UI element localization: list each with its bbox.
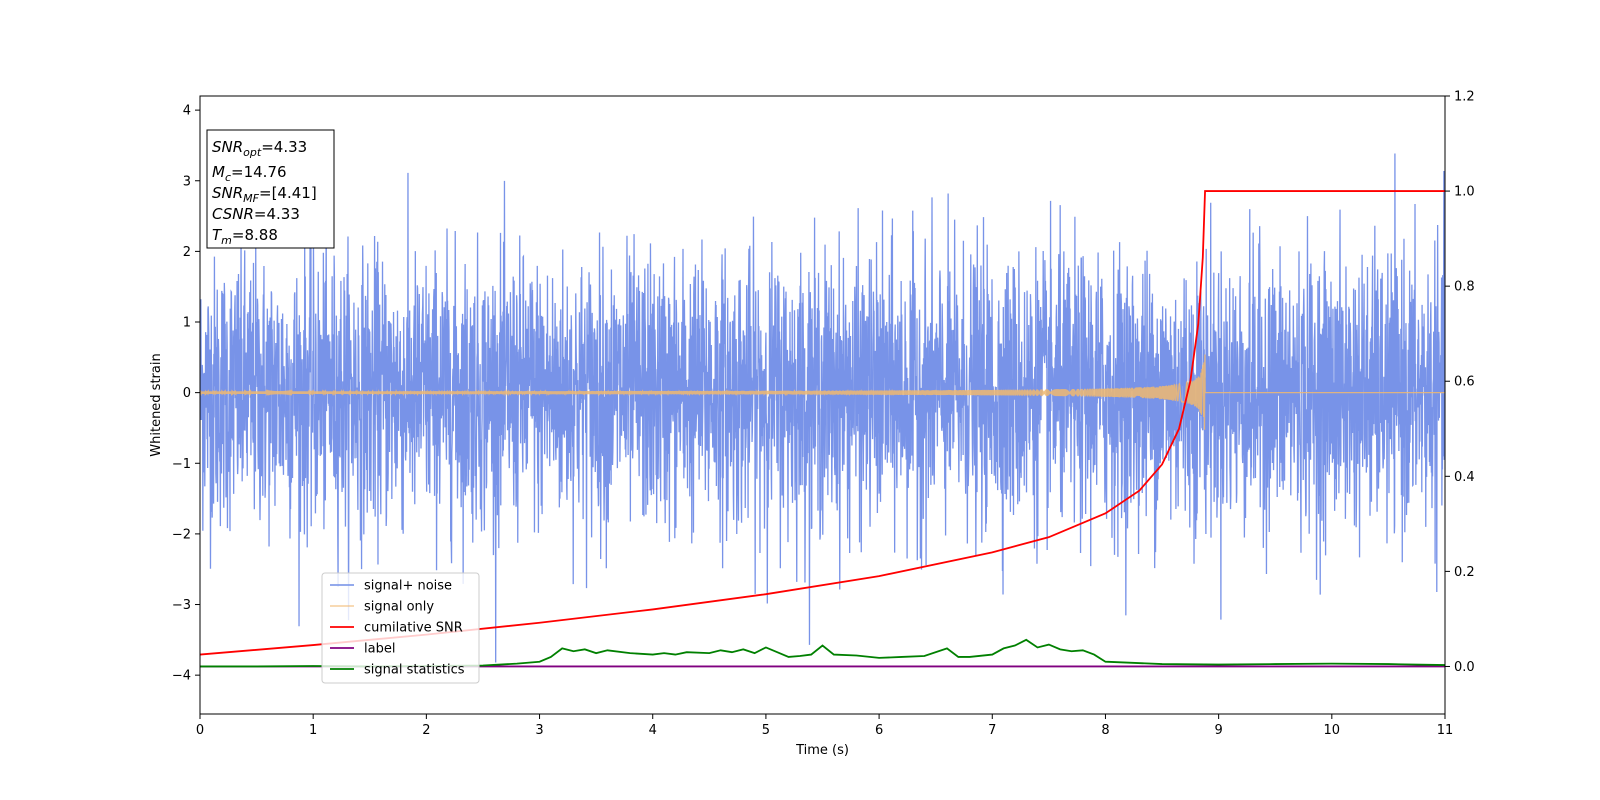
y-tick-label: 0 bbox=[183, 386, 191, 401]
y2-tick-label: 0.4 bbox=[1454, 470, 1475, 485]
y2-tick-label: 1.0 bbox=[1454, 185, 1475, 200]
info-sub: opt bbox=[243, 146, 262, 159]
info-value: =14.76 bbox=[231, 163, 287, 181]
x-tick-label: 4 bbox=[649, 723, 657, 738]
x-tick-label: 1 bbox=[309, 723, 317, 738]
y2-tick-label: 1.2 bbox=[1454, 90, 1475, 105]
info-value: =8.88 bbox=[232, 226, 278, 244]
info-base: SNR bbox=[212, 184, 243, 202]
info-base: SNR bbox=[212, 138, 243, 156]
legend-label: signal statistics bbox=[364, 663, 465, 678]
info-box-line: Tm=8.88 bbox=[212, 226, 278, 247]
y-axis-right: 1.2 1.0 0.8 0.6 0.4 0.2 0.0 bbox=[1445, 90, 1475, 675]
series-signal-only bbox=[200, 354, 1445, 430]
info-box-line: SNRMF=[4.41] bbox=[212, 184, 317, 205]
x-tick-label: 2 bbox=[422, 723, 430, 738]
y-tick-label: 4 bbox=[183, 104, 191, 119]
series-cumulative-snr bbox=[200, 190, 1445, 656]
x-axis: 0 1 2 3 4 5 6 7 8 9 10 11 bbox=[196, 714, 1453, 738]
y-axis-label: Whitened strain bbox=[149, 353, 164, 456]
y-tick-label: −4 bbox=[172, 669, 191, 684]
x-tick-label: 5 bbox=[762, 723, 770, 738]
info-box-line: CSNR=4.33 bbox=[212, 205, 300, 223]
y2-tick-label: 0.2 bbox=[1454, 565, 1475, 580]
series-signal-statistics bbox=[200, 638, 1445, 668]
y2-tick-label: 0.0 bbox=[1454, 660, 1475, 675]
y-tick-label: 3 bbox=[183, 174, 191, 189]
info-value: =4.33 bbox=[261, 138, 307, 156]
x-tick-label: 6 bbox=[875, 723, 883, 738]
legend-label: signal+ noise bbox=[364, 579, 452, 594]
legend: signal+ noise signal only cumilative SNR la… bbox=[321, 572, 480, 684]
legend-label: label bbox=[364, 642, 395, 657]
x-tick-label: 3 bbox=[535, 723, 543, 738]
info-base: M bbox=[212, 163, 225, 181]
info-sub: c bbox=[225, 171, 231, 184]
info-value: =[4.41] bbox=[259, 184, 317, 202]
x-tick-label: 0 bbox=[196, 723, 204, 738]
axes-frame bbox=[199, 95, 1446, 715]
y-axis-left: 4 3 2 1 0 −1 −2 −3 −4 bbox=[172, 104, 200, 684]
info-box-line: Mc=14.76 bbox=[212, 163, 287, 184]
info-box-frame bbox=[206, 129, 335, 249]
x-tick-label: 8 bbox=[1101, 723, 1109, 738]
legend-label: cumilative SNR bbox=[364, 621, 463, 636]
info-base: T bbox=[212, 226, 223, 244]
info-value: =4.33 bbox=[254, 205, 300, 223]
y-tick-label: 2 bbox=[183, 245, 191, 260]
info-sub: m bbox=[221, 234, 232, 247]
legend-label: signal only bbox=[364, 600, 434, 615]
x-tick-label: 11 bbox=[1437, 723, 1454, 738]
x-tick-label: 7 bbox=[988, 723, 996, 738]
y2-tick-label: 0.8 bbox=[1454, 280, 1475, 295]
legend-frame bbox=[321, 572, 480, 684]
y-tick-label: 1 bbox=[183, 316, 191, 331]
info-box: SNRopt=4.33Mc=14.76SNRMF=[4.41]CSNR=4.33… bbox=[206, 129, 335, 249]
y2-tick-label: 0.6 bbox=[1454, 375, 1475, 390]
info-box-line: SNRopt=4.33 bbox=[212, 138, 307, 159]
x-tick-label: 9 bbox=[1214, 723, 1222, 738]
info-base: CSNR bbox=[212, 205, 254, 223]
info-sub: MF bbox=[243, 192, 259, 205]
x-axis-label: Time (s) bbox=[795, 743, 849, 758]
y-tick-label: −1 bbox=[172, 457, 191, 472]
y-tick-label: −3 bbox=[172, 598, 191, 613]
y-tick-label: −2 bbox=[172, 527, 191, 542]
x-tick-label: 10 bbox=[1324, 723, 1341, 738]
